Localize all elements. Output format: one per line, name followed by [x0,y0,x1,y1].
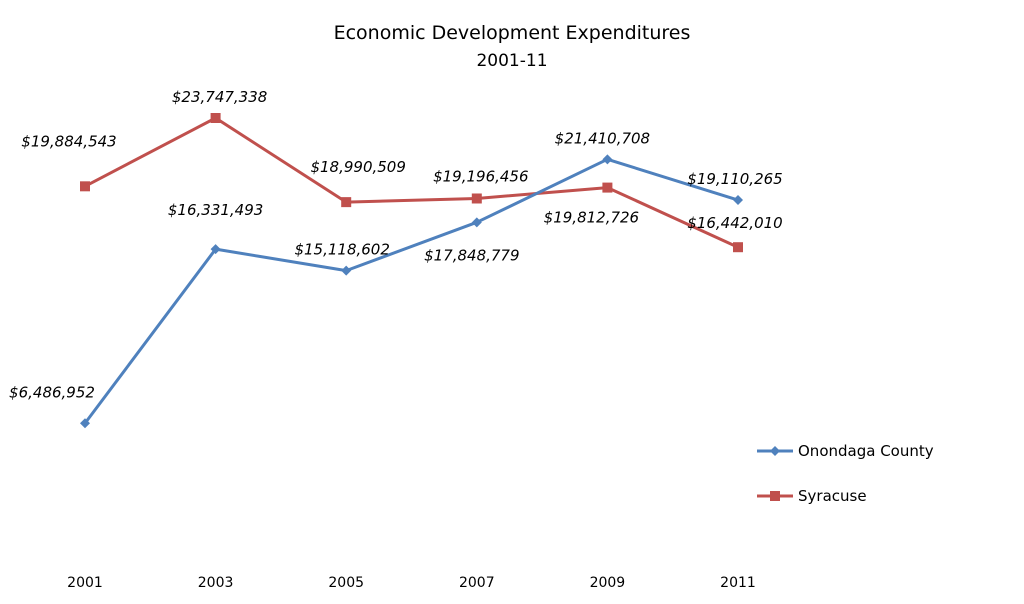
x-tick-label-2009: 2009 [590,575,626,591]
legend: Onondaga County Syracuse [757,442,934,505]
syracuse-data-label-2005: $18,990,509 [310,158,405,176]
x-axis-ticks: 2001 2003 2005 2007 2009 2011 [67,575,756,591]
legend-label-syracuse: Syracuse [798,487,867,505]
syracuse-point-2001 [80,181,90,192]
onondaga-county-point-2011 [733,195,743,206]
syracuse-point-2003 [210,113,221,123]
syracuse-data-label-2009: $19,812,726 [544,209,639,227]
series-layer [80,113,743,429]
chart-title: Economic Development Expenditures [334,22,691,44]
legend-marker-onondaga-county [770,446,780,456]
syracuse-point-2009 [602,182,613,193]
syracuse-point-2005 [341,197,352,208]
onondaga-county-data-label-2005: $15,118,602 [294,241,389,259]
onondaga-county-point-2001 [80,418,90,429]
syracuse-data-label-2003: $23,747,338 [172,88,267,106]
syracuse-data-label-2001: $19,884,543 [21,132,116,150]
onondaga-county-point-2003 [210,244,221,255]
x-tick-label-2005: 2005 [328,575,364,591]
legend-item-onondaga-county: Onondaga County [757,442,934,460]
data-label-layer: $6,486,952 $16,331,493 $15,118,602 $17,848,… [9,88,783,401]
x-tick-label-2001: 2001 [67,575,103,591]
chart-subtitle: 2001-11 [476,51,547,71]
onondaga-county-point-2007 [471,217,482,228]
legend-marker-syracuse [770,491,780,501]
onondaga-county-data-label-2009: $21,410,708 [555,129,650,147]
x-tick-label-2003: 2003 [198,575,234,591]
x-tick-label-2011: 2011 [720,575,756,591]
syracuse-data-label-2011: $16,442,010 [687,214,782,232]
syracuse-point-2011 [733,242,743,253]
legend-item-syracuse: Syracuse [757,487,867,505]
onondaga-county-point-2009 [602,154,613,165]
x-tick-label-2007: 2007 [459,575,495,591]
onondaga-county-point-2005 [341,265,352,276]
syracuse-data-label-2007: $19,196,456 [433,167,528,185]
onondaga-county-data-label-2001: $6,486,952 [9,383,95,401]
onondaga-county-line [83,157,739,425]
onondaga-county-data-label-2007: $17,848,779 [424,246,519,264]
legend-label-onondaga-county: Onondaga County [798,442,934,460]
onondaga-county-data-label-2011: $19,110,265 [687,170,782,188]
syracuse-line [84,116,739,249]
onondaga-county-data-label-2003: $16,331,493 [168,201,263,219]
syracuse-point-2007 [471,193,482,204]
